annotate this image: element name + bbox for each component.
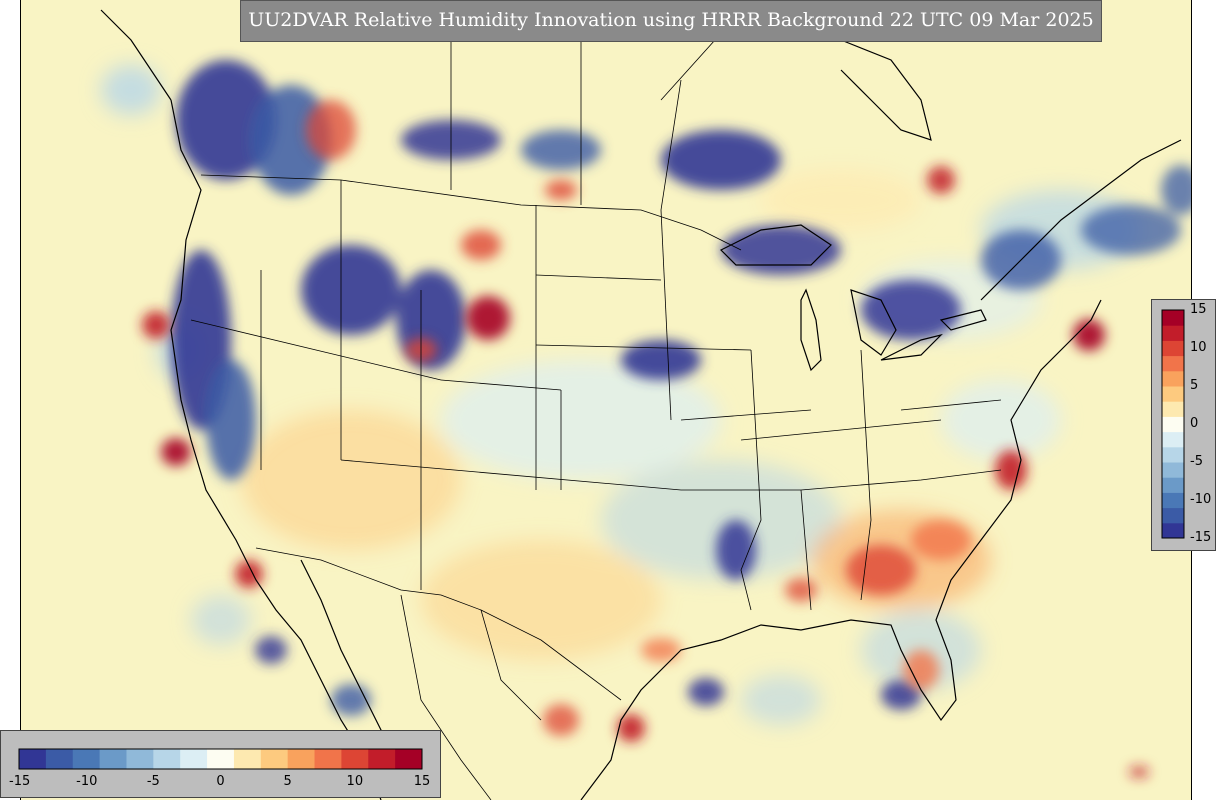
colorbar-vertical-tick-label: -10 xyxy=(1190,492,1212,507)
colorbar-horizontal-swatch xyxy=(207,749,235,769)
colorbar-vertical-swatch xyxy=(1162,355,1184,372)
colorbar-horizontal-swatch xyxy=(395,749,423,769)
colorbar-vertical-swatch xyxy=(1162,370,1184,387)
hudson-bay-shore xyxy=(840,39,932,141)
background-anomalies xyxy=(101,65,1141,725)
map-title: UU2DVAR Relative Humidity Innovation usi… xyxy=(240,0,1102,42)
colorbar-vertical-tick-label: 15 xyxy=(1190,302,1207,317)
great-lakes-erie xyxy=(880,333,943,361)
rh-innovation-map xyxy=(100,0,1191,800)
gulf-coastline xyxy=(580,299,1102,800)
colorbar-vertical-tick-label: -5 xyxy=(1190,454,1203,469)
colorbar-vertical-tick-label: -15 xyxy=(1190,530,1212,545)
colorbar-vertical-swatch xyxy=(1162,386,1184,402)
colorbar-horizontal-tick-label: -15 xyxy=(9,774,31,789)
colorbar-horizontal-swatch xyxy=(314,749,342,769)
colorbar-vertical-tick-label: 10 xyxy=(1190,340,1207,355)
colorbar-vertical-swatch xyxy=(1162,492,1184,509)
colorbar-horizontal-swatch xyxy=(153,749,181,769)
colorbar-horizontal-swatch xyxy=(260,749,289,769)
colorbar-vertical-swatch xyxy=(1162,416,1184,433)
colorbar-vertical: 15 10 5 0 -5 -10 -15 xyxy=(1151,299,1216,551)
colorbar-horizontal-swatch xyxy=(368,749,396,769)
st-lawrence xyxy=(980,139,1182,301)
colorbar-vertical-swatch xyxy=(1162,340,1184,357)
colorbar-horizontal-swatch xyxy=(72,749,101,769)
colorbar-vertical-svg xyxy=(1161,309,1185,539)
colorbar-vertical-swatch xyxy=(1162,325,1184,341)
west-coastline xyxy=(170,99,382,800)
colorbar-horizontal-swatch xyxy=(99,749,127,769)
colorbar-horizontal-tick-label: 10 xyxy=(346,774,364,789)
colorbar-horizontal-swatch xyxy=(287,749,316,769)
great-lakes-superior xyxy=(719,224,832,266)
colorbar-vertical-swatch xyxy=(1162,401,1184,417)
colorbar-vertical-tick-label: 5 xyxy=(1190,378,1199,393)
great-lakes-ontario xyxy=(939,309,987,331)
us-mexico-border xyxy=(255,547,622,701)
colorbar-horizontal-tick-label: 5 xyxy=(283,774,292,789)
colorbar-vertical-swatch xyxy=(1162,507,1184,524)
colorbar-horizontal-tick-label: -10 xyxy=(76,774,98,789)
colorbar-horizontal-tick-label: -5 xyxy=(146,774,160,789)
positive-anomalies xyxy=(142,100,1149,778)
colorbar-horizontal-svg xyxy=(18,748,423,770)
negative-anomalies xyxy=(171,60,1191,716)
colorbar-vertical-swatch xyxy=(1162,431,1184,448)
colorbar-horizontal-swatch xyxy=(180,749,208,769)
colorbar-vertical-swatch xyxy=(1162,446,1184,463)
colorbar-horizontal-swatch xyxy=(341,749,369,769)
colorbar-vertical-swatch xyxy=(1162,310,1184,326)
colorbar-vertical-swatch xyxy=(1162,477,1184,493)
colorbar-horizontal-swatch xyxy=(45,749,74,769)
great-lakes-huron xyxy=(850,289,897,356)
colorbar-horizontal-tick-label: 15 xyxy=(413,774,431,789)
colorbar-vertical-swatch xyxy=(1162,522,1184,539)
great-lakes-michigan xyxy=(800,288,822,372)
colorbar-vertical-swatch xyxy=(1162,462,1184,478)
us-canada-border xyxy=(200,174,742,251)
map-panel xyxy=(20,0,1192,800)
alaska-panhandle-coast xyxy=(100,9,172,101)
colorbar-vertical-tick-label: 0 xyxy=(1190,416,1199,431)
colorbar-horizontal-swatch xyxy=(126,749,154,769)
colorbar-horizontal-swatch xyxy=(19,749,47,769)
colorbar-horizontal: -15 -10 -5 0 5 10 15 xyxy=(0,730,441,798)
colorbar-horizontal-tick-label: 0 xyxy=(216,774,225,789)
colorbar-horizontal-swatch xyxy=(233,749,262,769)
